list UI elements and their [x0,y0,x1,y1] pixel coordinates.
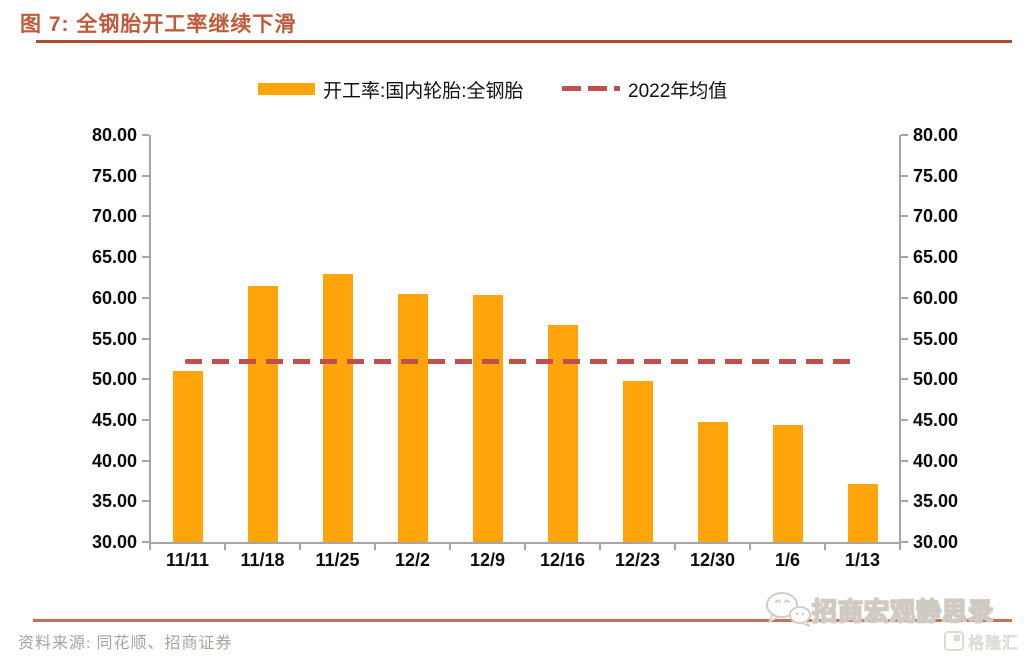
bar-12/23 [622,380,653,542]
x-tick-label: 12/16 [539,550,586,570]
y-tick-label-left: 45.00 [91,409,137,430]
y-tick-label-left: 65.00 [91,247,137,268]
y-tick-label-left: 60.00 [91,287,137,308]
y-tick-right [901,459,908,462]
y-tick-left [142,541,149,543]
y-tick-right [901,541,908,543]
bar-1/6 [772,424,803,542]
x-tick [749,544,751,550]
x-tick [899,544,901,550]
y-tick-left [142,459,149,462]
x-tick-label: 11/18 [240,550,285,570]
source-note: 资料来源: 同花顺、招商证券 [18,635,233,652]
bottom-rule [33,619,1012,622]
bar-12/2 [397,293,428,542]
y-tick-label-left: 50.00 [91,369,137,390]
x-tick-label: 11/25 [315,550,360,570]
y-tick-label-right: 30.00 [913,532,959,552]
y-tick-right [901,296,908,299]
legend-line-label: 2022年均值 [628,81,728,102]
gelonghui-logo: 格隆汇 [944,629,1019,653]
gelonghui-icon [944,631,964,651]
wechat-icon [764,591,812,632]
x-tick [149,544,151,550]
y-tick-left [142,418,149,421]
y-tick-left [142,378,149,381]
x-tick-label: 12/9 [469,550,506,570]
bar-12/30 [697,421,728,542]
y-tick-label-right: 45.00 [913,409,959,430]
y-tick-left [142,337,149,340]
y-tick-label-left: 80.00 [91,125,137,145]
y-tick-left [142,134,149,136]
y-tick-label-left: 75.00 [91,165,137,186]
y-tick-left [142,174,149,177]
y-tick-right [901,256,908,259]
x-tick-label: 12/23 [614,550,661,570]
y-tick-label-right: 70.00 [913,206,959,227]
y-axis-left [149,135,151,544]
y-tick-label-right: 40.00 [913,450,959,471]
x-tick [524,544,526,550]
legend-bar-label: 开工率:国内轮胎:全钢胎 [323,81,524,102]
y-tick-label-left: 30.00 [91,532,137,552]
y-tick-label-right: 55.00 [913,328,959,349]
y-tick-left [142,256,149,259]
x-axis [149,542,901,544]
y-tick-right [901,500,908,503]
x-tick-label: 1/6 [774,550,801,570]
y-tick-label-left: 70.00 [91,206,137,227]
bar-1/13 [847,484,878,542]
x-tick [374,544,376,550]
y-tick-right [901,134,908,136]
x-tick [599,544,601,550]
figure-title: 图 7: 全钢胎开工率继续下滑 [20,13,297,36]
mean-line-2022 [185,358,860,364]
y-tick-label-right: 65.00 [913,247,959,268]
x-tick [824,544,826,550]
x-tick [224,544,226,550]
bar-11/18 [247,285,278,542]
x-tick-label: 12/30 [689,550,736,570]
bar-12/16 [547,325,578,542]
bar-11/25 [322,274,353,542]
y-tick-right [901,215,908,218]
y-tick-label-left: 55.00 [91,328,137,349]
y-tick-label-right: 35.00 [913,491,959,512]
y-tick-label-right: 50.00 [913,369,959,390]
y-tick-label-right: 75.00 [913,165,959,186]
chart-legend: 开工率:国内轮胎:全钢胎 2022年均值 [0,76,1025,102]
y-tick-label-left: 35.00 [91,491,137,512]
x-tick-label: 12/2 [394,550,431,570]
y-tick-left [142,215,149,218]
legend-line-swatch [562,86,620,91]
bar-11/11 [172,371,203,542]
y-tick-left [142,500,149,503]
y-tick-label-right: 80.00 [913,125,959,145]
y-tick-right [901,337,908,340]
x-tick-label: 1/13 [844,550,881,570]
y-tick-label-left: 40.00 [91,450,137,471]
legend-bar-swatch [258,83,315,95]
y-tick-right [901,378,908,381]
wechat-watermark-label: 招商宏观静思录 [811,597,995,626]
y-tick-right [901,174,908,177]
y-tick-left [142,296,149,299]
x-tick-label: 11/11 [165,550,210,570]
y-axis-right [899,135,901,544]
x-tick [449,544,451,550]
gelonghui-label: 格隆汇 [968,635,1020,652]
bar-12/9 [472,295,503,542]
y-tick-right [901,418,908,421]
x-tick [674,544,676,550]
x-tick [299,544,301,550]
title-rule [36,40,1012,43]
y-tick-label-right: 60.00 [913,287,959,308]
